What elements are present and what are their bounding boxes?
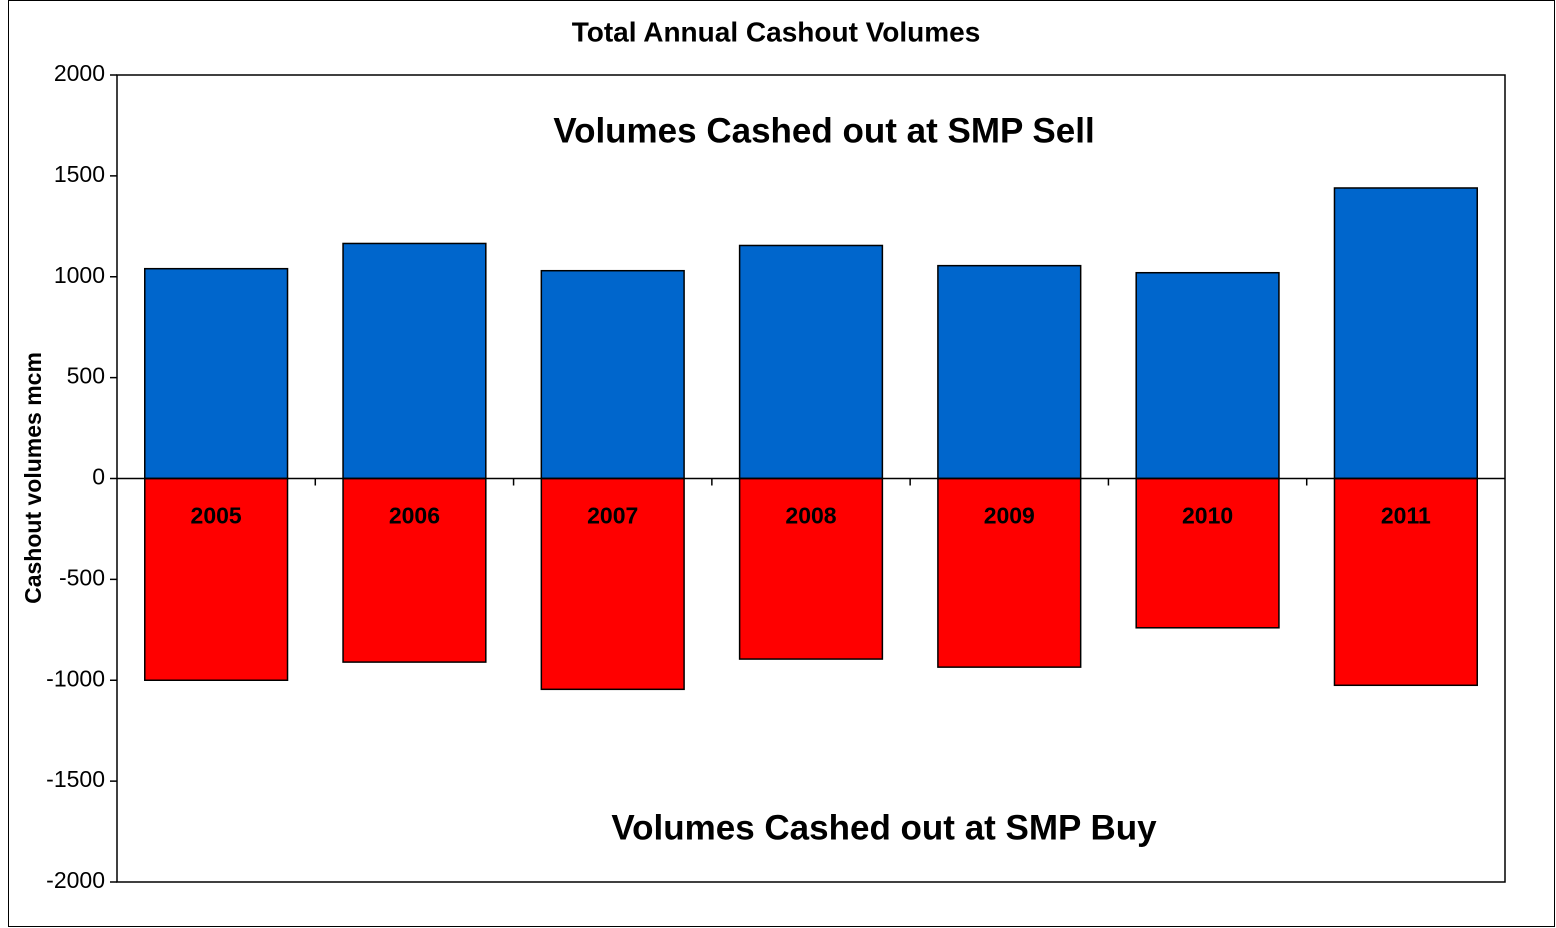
y-axis-label: Cashout volumes mcm: [20, 352, 46, 604]
x-tick-label: 2006: [389, 503, 440, 529]
x-tick-label: 2007: [587, 503, 638, 529]
x-tick-label: 2010: [1182, 503, 1233, 529]
x-tick-label: 2005: [191, 503, 242, 529]
bar: [1135, 271, 1280, 480]
annotation: Volumes Cashed out at SMP Buy: [611, 808, 1157, 847]
bar: [540, 477, 685, 691]
bar: [144, 477, 289, 681]
y-tick-label: 500: [67, 363, 105, 389]
bar: [144, 267, 289, 480]
x-tick-label: 2011: [1381, 503, 1431, 529]
bar: [1333, 187, 1478, 480]
x-tick-label: 2009: [984, 503, 1035, 529]
chart-title: Total Annual Cashout Volumes: [572, 16, 981, 47]
bar: [1135, 477, 1280, 629]
bar: [738, 244, 884, 480]
y-tick-label: -500: [59, 564, 105, 590]
bar: [738, 477, 884, 660]
y-tick-label: 0: [92, 464, 105, 490]
y-tick-label: 2000: [54, 60, 105, 86]
annotation: Volumes Cashed out at SMP Sell: [553, 111, 1094, 150]
bar: [342, 477, 487, 663]
bar: [1333, 477, 1478, 687]
x-tick-label: 2008: [785, 503, 836, 529]
y-tick-label: 1500: [54, 161, 105, 187]
y-tick-label: -1500: [46, 766, 105, 792]
y-tick-label: -2000: [46, 867, 105, 893]
bar: [342, 242, 487, 480]
bar: [540, 269, 685, 480]
y-tick-label: 1000: [54, 262, 105, 288]
y-tick-label: -1000: [46, 665, 105, 691]
bar: [937, 264, 1082, 480]
